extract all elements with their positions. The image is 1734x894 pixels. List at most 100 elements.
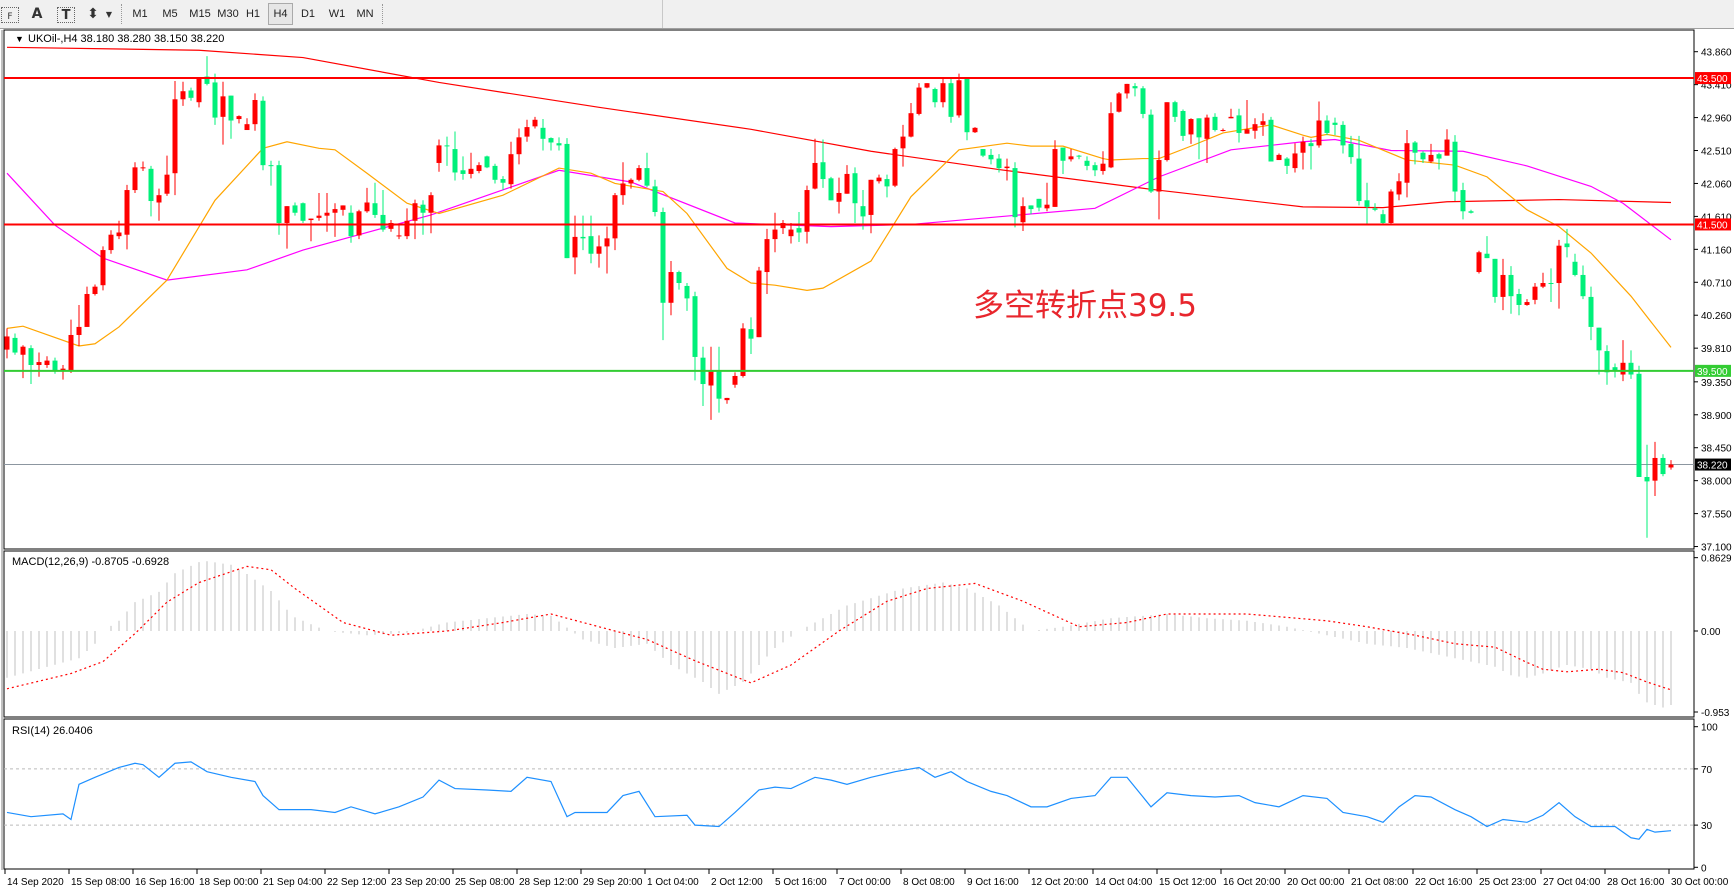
candle — [1620, 340, 1626, 382]
candle — [1580, 265, 1586, 300]
candle — [276, 160, 282, 235]
price-axis-label: 38.000 — [1701, 477, 1732, 488]
candle-body — [1396, 181, 1402, 195]
price-pane[interactable]: 43.860 43.410 42.960 42.510 42.060 41.610 41.1… — [4, 46, 1732, 554]
text-label-tool-icon[interactable]: T — [57, 7, 75, 23]
timeframe-d1-button[interactable]: D1 — [300, 8, 316, 20]
resistance-level-tag — [1695, 218, 1731, 231]
candle-body — [556, 143, 562, 146]
timeframe-m1-button[interactable]: M1 — [132, 8, 148, 20]
candle-body — [196, 78, 202, 103]
candle-body — [260, 100, 266, 166]
candle-body — [860, 206, 866, 217]
candle — [1524, 299, 1530, 306]
candle-body — [684, 285, 690, 299]
candle — [44, 356, 50, 368]
candle-body — [508, 154, 514, 185]
candle — [1260, 113, 1266, 136]
timeframe-w1-button[interactable]: W1 — [328, 8, 346, 20]
timeframe-h4-button[interactable]: H4 — [268, 3, 293, 25]
timeframe-m15-button[interactable]: M15 — [189, 8, 211, 20]
chart-window[interactable]: 43.860 43.410 42.960 42.510 42.060 41.610 41.1… — [0, 29, 1734, 894]
candle — [1188, 118, 1194, 144]
time-axis-label: 14 Oct 04:00 — [1095, 877, 1153, 888]
time-axis-label: 5 Oct 16:00 — [775, 877, 827, 888]
candle — [708, 346, 714, 420]
candle-body — [60, 368, 66, 371]
candle-body — [604, 238, 610, 247]
candle — [1156, 150, 1162, 220]
candle-body — [244, 124, 250, 131]
timeframe-m30-button[interactable]: M30 — [217, 8, 239, 20]
price-axis-label: 37.550 — [1701, 510, 1732, 521]
candle-body — [52, 360, 58, 371]
candle — [1044, 182, 1050, 212]
candle — [980, 149, 986, 158]
candle-body — [372, 203, 378, 215]
candle-body — [188, 90, 194, 98]
candle-body — [388, 222, 394, 229]
price-axis-label: 37.100 — [1701, 543, 1732, 554]
candle — [172, 80, 178, 196]
price-pane-frame — [3, 29, 1695, 550]
candle-body — [1156, 160, 1162, 192]
candle-body — [804, 190, 810, 232]
candle-body — [884, 179, 890, 187]
timeframe-mn-button[interactable]: MN — [356, 8, 374, 20]
candle-body — [180, 91, 186, 100]
candle-body — [1340, 124, 1346, 146]
candle — [428, 192, 434, 234]
timeframe-h1-button[interactable]: H1 — [245, 8, 261, 20]
candle-body — [940, 83, 946, 103]
text-tool-icon[interactable]: A — [31, 6, 43, 22]
toolbar-grip[interactable] — [121, 4, 124, 24]
macd-pane[interactable]: 0.8629 0.00 -0.953 — [6, 554, 1732, 719]
chart-header-arrow[interactable]: ▼ — [15, 34, 24, 44]
candle — [596, 235, 602, 268]
time-axis-label: 15 Sep 08:00 — [71, 877, 131, 888]
candle — [284, 206, 290, 249]
candle-body — [708, 370, 714, 386]
candle-body — [12, 337, 18, 353]
candle-body — [4, 336, 10, 350]
candle — [692, 291, 698, 381]
candle-body — [132, 167, 138, 191]
dotted-grid-icon[interactable]: F — [1, 7, 19, 23]
candle-body — [988, 154, 994, 160]
rsi-pane[interactable]: 100 70 30 0 — [4, 723, 1718, 875]
candle — [1132, 83, 1138, 97]
candle-body — [972, 127, 978, 133]
candle — [1420, 151, 1426, 163]
time-axis-label: 23 Sep 20:00 — [391, 877, 451, 888]
candle — [1124, 83, 1130, 99]
candle — [20, 345, 26, 379]
candle — [1004, 158, 1010, 181]
time-axis-label: 30 Oct 00:00 — [1671, 877, 1729, 888]
candle — [1284, 157, 1290, 174]
candle — [1140, 86, 1146, 119]
chevron-down-icon[interactable]: ▼ — [105, 9, 113, 19]
rsi-axis-label: 70 — [1701, 765, 1713, 776]
candle-body — [1404, 143, 1410, 183]
timeframe-m5-button[interactable]: M5 — [162, 8, 178, 20]
candle-body — [1132, 86, 1138, 89]
candle-body — [1668, 464, 1674, 468]
candle — [1220, 128, 1226, 132]
arrows-tool-icon[interactable]: ⬍ — [87, 6, 99, 22]
candle — [684, 283, 690, 311]
chart-symbol-header: UKOil-,H4 38.180 38.280 38.150 38.220 — [28, 33, 224, 45]
time-axis-label: 21 Oct 08:00 — [1351, 877, 1409, 888]
candle-body — [1564, 243, 1570, 248]
candle-body — [164, 174, 170, 194]
candle-body — [84, 293, 90, 327]
candle — [644, 152, 650, 188]
candle — [60, 364, 66, 380]
candle — [1452, 135, 1458, 202]
price-axis-label: 41.160 — [1701, 245, 1732, 256]
candle — [676, 270, 682, 290]
candle — [852, 167, 858, 223]
candle — [92, 284, 98, 296]
time-axis-label: 28 Oct 16:00 — [1607, 877, 1665, 888]
candle-body — [1036, 198, 1042, 208]
candle — [140, 161, 146, 172]
